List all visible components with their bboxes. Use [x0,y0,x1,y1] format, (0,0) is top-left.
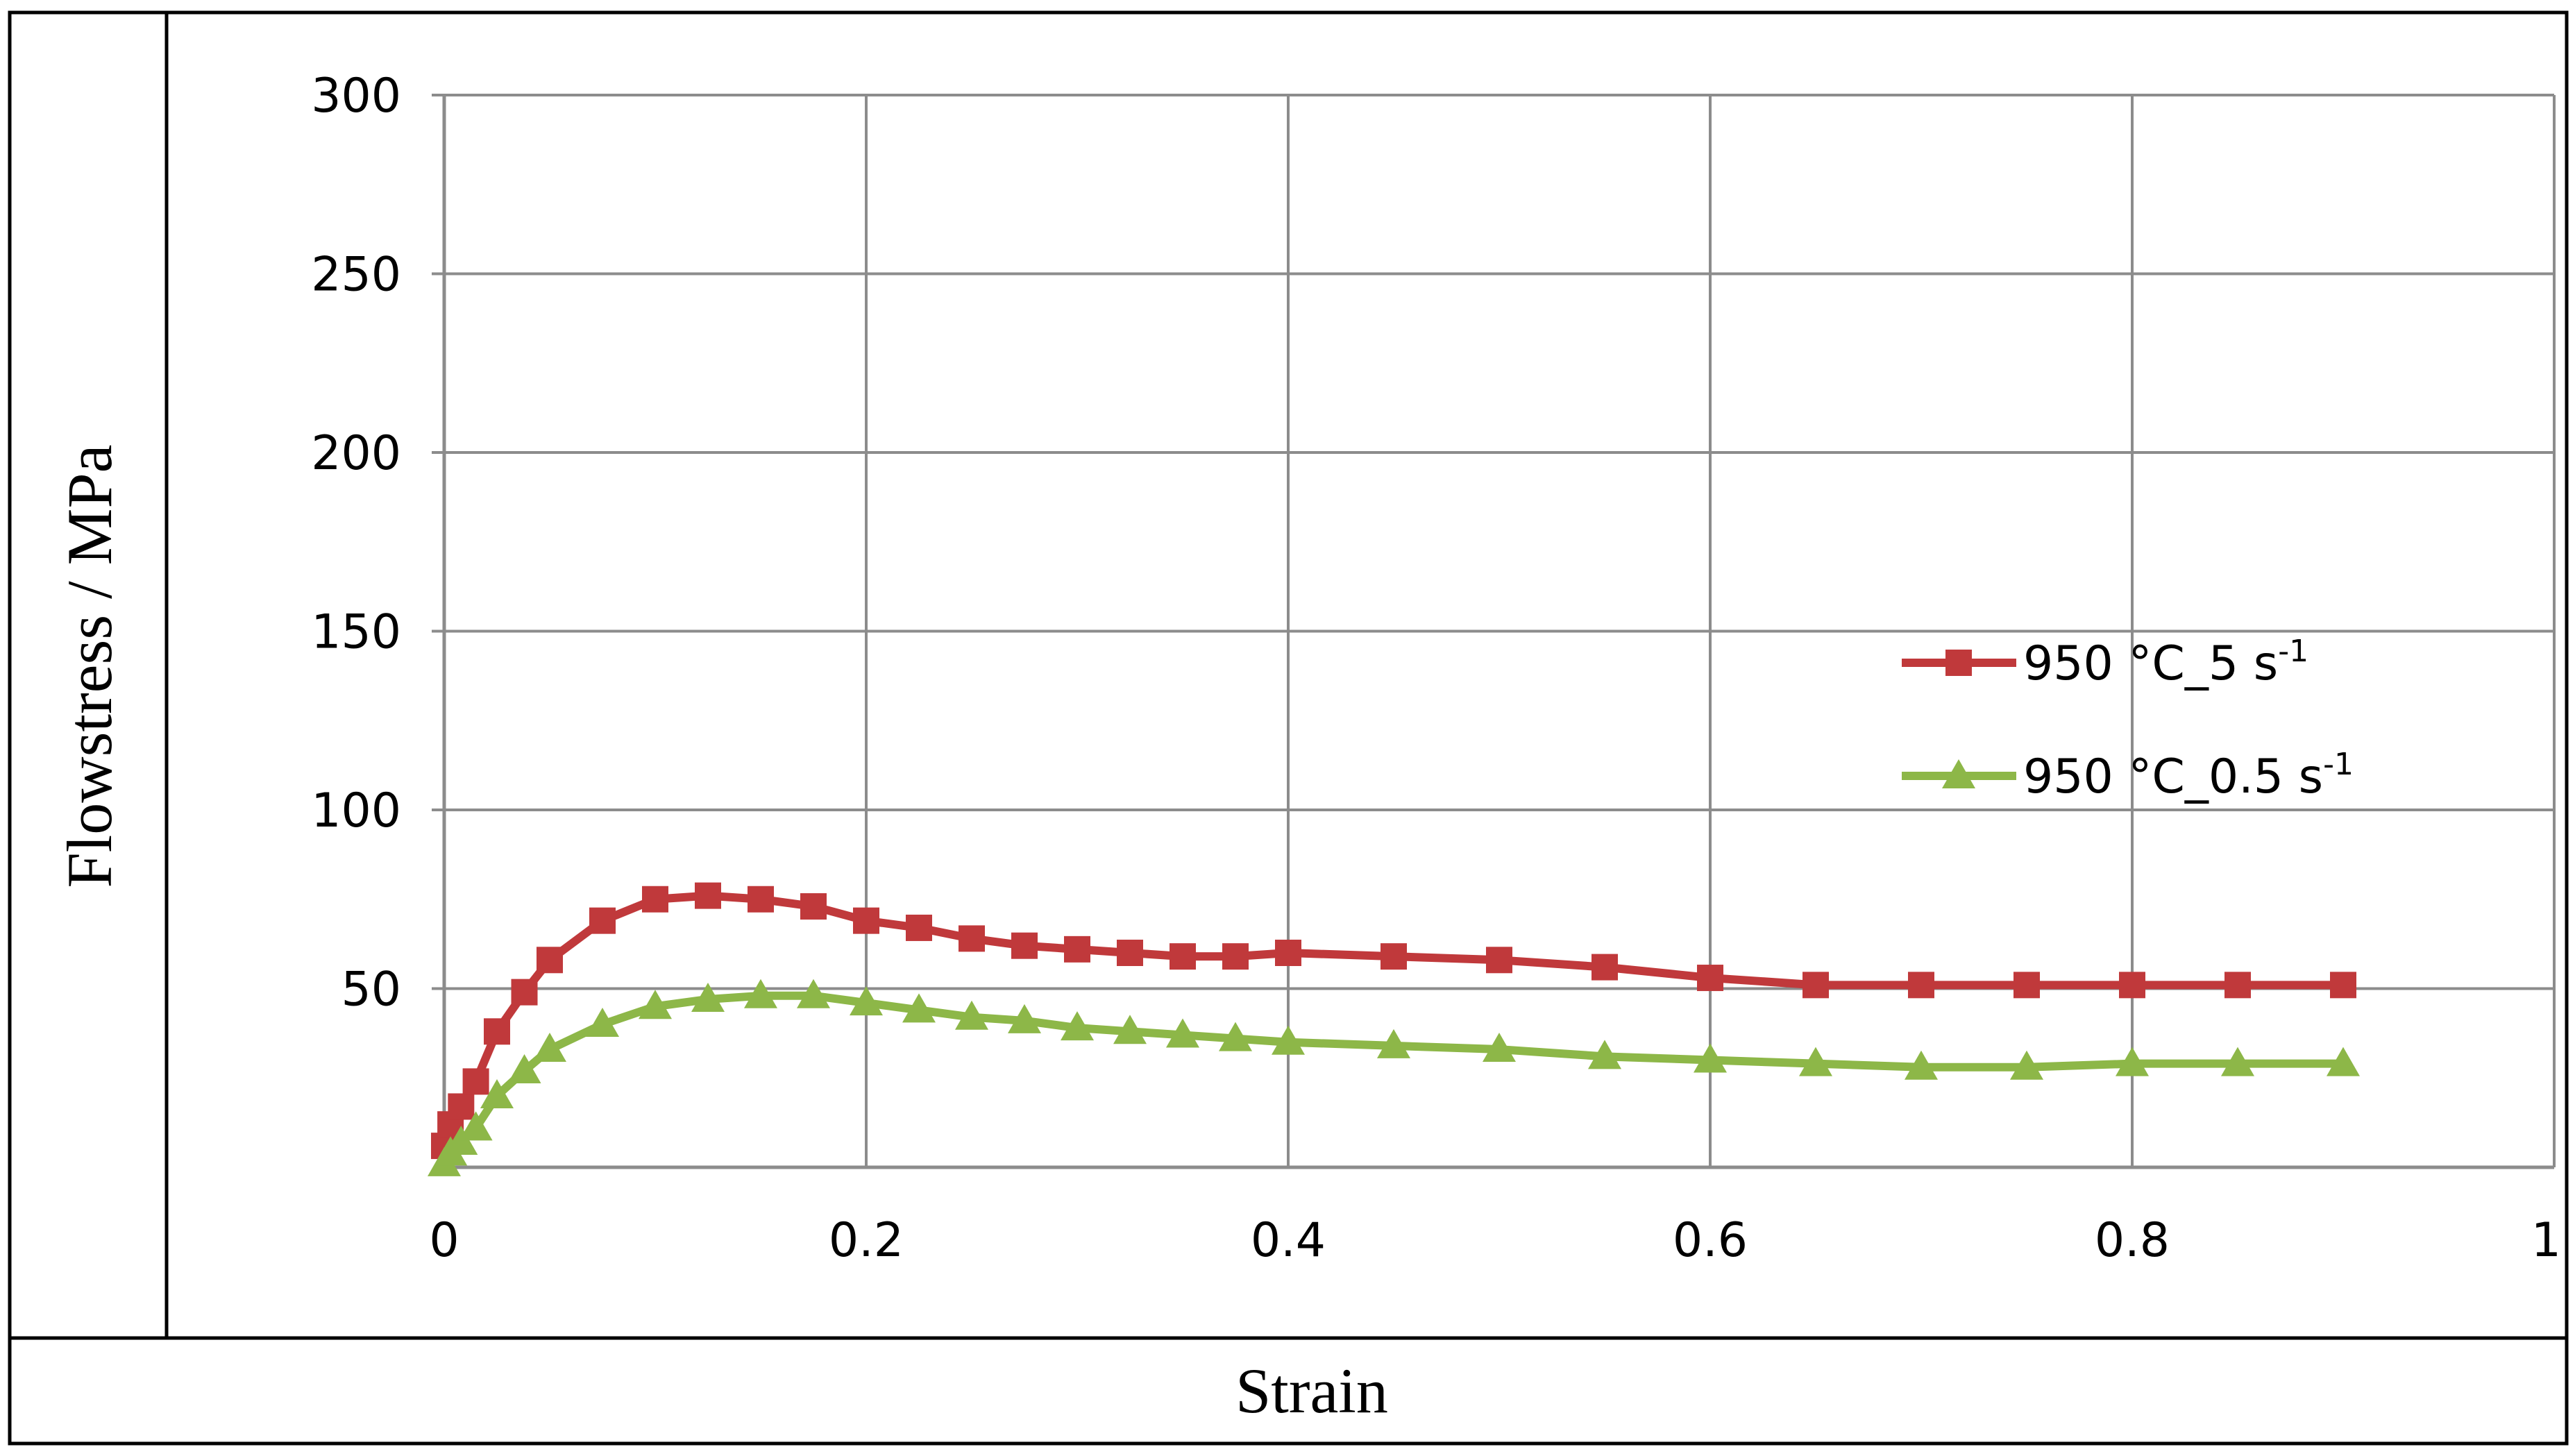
data-point [2224,972,2251,999]
x-tick-label: 0.6 [1673,1213,1748,1268]
y-tick-label: 200 [311,426,401,481]
data-point [448,1093,475,1120]
data-point [1592,954,1618,981]
data-point [2013,972,2040,999]
y-axis-title: Flowstress / MPa [54,445,125,888]
data-point [2221,1047,2254,1076]
legend-label-superscript: -1 [2278,634,2308,669]
data-point [959,925,985,952]
data-point [2010,1050,2043,1080]
data-point [2119,972,2145,999]
x-tick-label: 0.4 [1251,1213,1326,1268]
data-point [850,986,883,1016]
y-tick-labels: 50 100 150 200 250 300 [311,69,401,1017]
legend-item: 950 °C_0.5 s-1 [1902,747,2354,804]
data-point [1117,940,1143,966]
series-line [440,891,2347,1151]
legend-swatch-marker [1942,759,1975,788]
data-point [1166,1018,1199,1048]
data-point [1588,1040,1621,1069]
y-tick-label: 100 [311,784,401,838]
y-tick-label: 150 [311,605,401,660]
data-point [2330,972,2356,999]
data-point [800,893,827,920]
data-point [507,1053,541,1083]
y-tick-label: 250 [311,248,401,303]
legend-label-superscript: -1 [2323,747,2354,782]
x-tick-label: 1 [2531,1213,2561,1268]
data-point [484,1018,510,1045]
figure-frame [8,10,2569,1446]
legend-label: 950 °C_0.5 s-1 [2023,747,2354,804]
data-point [537,947,563,974]
x-tick-label: 0 [429,1213,459,1268]
data-point [1803,972,1829,999]
data-point [1275,940,1301,966]
data-point [589,907,616,934]
series-2 [428,979,2360,1176]
data-point [462,1068,489,1095]
data-point [744,979,777,1008]
data-point [695,882,721,909]
data-point [511,979,538,1006]
outer-border [8,10,2569,1446]
data-point [1008,1004,1041,1033]
data-point [1222,943,1249,970]
axes [442,95,2554,1169]
data-point [1483,1033,1516,1063]
data-point [1486,947,1512,974]
data-point [586,1008,619,1037]
data-point [1381,943,1407,970]
series [428,882,2360,1176]
data-point [639,990,672,1019]
data-point [1905,1050,1938,1080]
y-tick-label: 300 [311,69,401,124]
data-point [1272,1025,1305,1055]
series-line [440,991,2347,1168]
data-point [902,993,936,1023]
data-point [1908,972,1934,999]
x-tick-label: 0.8 [2095,1213,2170,1268]
data-point [480,1079,514,1108]
legend-swatch-marker [1945,650,1972,676]
data-point [1011,932,1038,959]
data-point [459,1111,493,1141]
data-point [1113,1015,1147,1044]
data-point [642,886,668,913]
data-point [2327,1047,2360,1076]
data-point [1170,943,1196,970]
data-point [691,982,725,1012]
data-point [797,979,830,1008]
data-point [1697,965,1723,992]
data-point [2116,1047,2149,1076]
data-point [1219,1022,1252,1051]
y-tick-label: 50 [341,963,401,1017]
data-point [1694,1043,1727,1073]
data-point [533,1033,566,1063]
series-1 [431,882,2356,1160]
data-point [1061,1011,1094,1041]
legend: 950 °C_5 s-1 950 °C_0.5 s-1 [1902,634,2354,804]
data-point [1799,1047,1832,1076]
data-point [853,907,879,934]
legend-item: 950 °C_5 s-1 [1902,634,2308,691]
data-point [906,914,932,941]
data-point [955,1000,988,1030]
data-point [1377,1028,1410,1058]
data-point [1064,936,1090,963]
data-point [748,886,774,913]
legend-label: 950 °C_5 s-1 [2023,634,2308,691]
x-tick-labels: 0 0.2 0.4 0.6 0.8 1 [429,1213,2561,1268]
x-axis-title: Strain [1235,1355,1388,1426]
x-tick-label: 0.2 [829,1213,904,1268]
